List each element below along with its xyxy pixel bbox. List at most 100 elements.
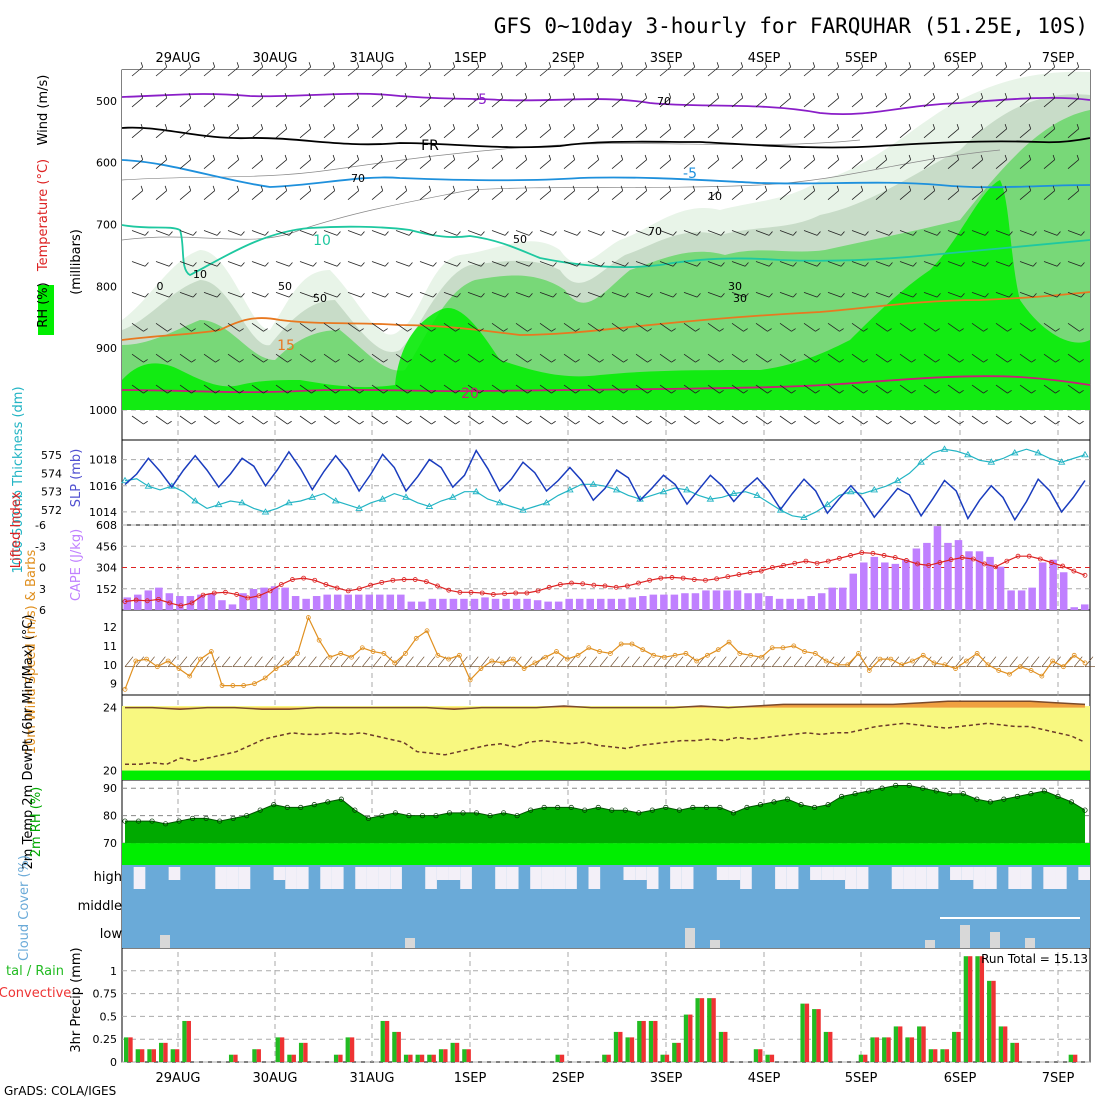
cloud-level-label: middle (78, 899, 122, 914)
wind-barb (179, 353, 192, 363)
wind-barb (875, 230, 890, 236)
wind-barb (275, 291, 290, 298)
wind-barb-flag (815, 359, 820, 363)
wind-barb (515, 291, 530, 298)
wind-barb-10m (243, 656, 252, 667)
wind-barb (947, 353, 960, 363)
wind-barb (1043, 128, 1055, 139)
wind-barb-10m (966, 656, 975, 667)
wind-barb-flag (572, 93, 576, 99)
wind-barb-flag (479, 328, 484, 332)
precip-bar-total (158, 1042, 164, 1062)
lifted-index-point (278, 582, 284, 587)
temperature-contour (121, 291, 1091, 341)
wind-barb-flag (476, 93, 480, 99)
wind-barb-flag (695, 328, 700, 332)
wind-speed-point (856, 651, 861, 656)
wind-barb-flag (791, 390, 796, 394)
wind-barb (683, 230, 698, 236)
wind-barb-flag (960, 262, 965, 267)
wind-barb-10m (804, 656, 813, 667)
wind-barb-flag (452, 123, 456, 129)
wind-barb (131, 384, 144, 394)
wind-barb (683, 261, 698, 267)
wind-barb-flag (959, 420, 964, 425)
wind-barb-flag (287, 390, 292, 394)
wind-barb (491, 128, 503, 139)
lifted-index-point (937, 560, 943, 565)
wind-barb (563, 230, 578, 236)
wind-speed-point (834, 662, 840, 668)
wind-barb-flag (287, 420, 292, 425)
wind-barb-flag (743, 359, 748, 363)
wind-barb (995, 353, 1008, 363)
wind-barb-flag (287, 328, 292, 332)
wind-barb (299, 159, 311, 170)
cape-bar (775, 598, 784, 610)
cape-bar (723, 590, 731, 610)
wind-barb-flag (816, 262, 821, 267)
wind-barb-flag (263, 420, 268, 425)
cloud-gap (238, 867, 251, 889)
wind-barb-flag (840, 231, 845, 236)
cape-bar (512, 598, 521, 610)
wind-barb (947, 291, 962, 298)
wind-barb-flag (863, 420, 868, 425)
thickness-point (566, 486, 574, 493)
precip-bar-convective (128, 1037, 133, 1062)
wind-barb (563, 322, 576, 332)
cape-bar (891, 563, 900, 610)
cloud-gap (296, 867, 309, 889)
wind-barb (515, 128, 527, 139)
wind-barb-flag (980, 62, 984, 68)
temp-line (125, 700, 1086, 710)
wind-barb (1043, 66, 1055, 77)
wind-barb-10m (189, 656, 198, 667)
cape-bar (249, 589, 258, 610)
precip-bar-total (625, 1037, 630, 1062)
wind-barb (731, 291, 746, 298)
wind-barb (419, 353, 432, 363)
wind-speed-point (726, 639, 732, 645)
precip-bar-total (952, 1031, 957, 1062)
cape-bar (460, 598, 468, 610)
precip-bar-convective (909, 1037, 915, 1062)
wind-barb-flag (935, 420, 940, 425)
cape-bar (312, 596, 321, 610)
wind-barb (443, 415, 456, 425)
rh-contour-label: 50 (513, 233, 527, 246)
rh-point (203, 815, 209, 821)
wind-speed-point (467, 677, 473, 683)
wind-barb-flag (476, 185, 480, 191)
wind-barb-flag (140, 154, 144, 160)
wind-barb-flag (860, 93, 864, 99)
wind-speed-point (953, 666, 958, 671)
cape-tick: 608 (96, 519, 117, 532)
cape-bar (291, 596, 300, 610)
wind-barb (635, 66, 647, 77)
rh-contour-label: 50 (313, 292, 327, 305)
li-tick: -3 (35, 540, 46, 553)
precip-bar-convective (384, 1020, 390, 1062)
wind-barb (395, 261, 410, 267)
wind-barb (1043, 261, 1058, 267)
cape-bar (986, 556, 994, 610)
wind-barb (587, 97, 599, 108)
precip-bar-convective (139, 1049, 145, 1062)
cloud-gap (845, 867, 857, 889)
wind-barb-flag (1028, 123, 1032, 129)
temperature-contour (121, 126, 1091, 149)
precip-bar-total (462, 1049, 467, 1062)
wind-barb-flag (236, 185, 240, 191)
wind-barb-flag (164, 62, 168, 68)
wind-barb-flag (143, 328, 148, 332)
wind-barb (731, 97, 743, 108)
lifted-index-point (892, 555, 898, 560)
wind-barb-flag (836, 154, 840, 160)
wind-barb-flag (812, 154, 816, 160)
date-label-top: 3SEP (650, 51, 683, 66)
wind-barb (155, 415, 168, 425)
wind-speed-point (759, 654, 764, 660)
wind-barb-flag (1008, 231, 1013, 236)
wind-barb (131, 353, 144, 363)
